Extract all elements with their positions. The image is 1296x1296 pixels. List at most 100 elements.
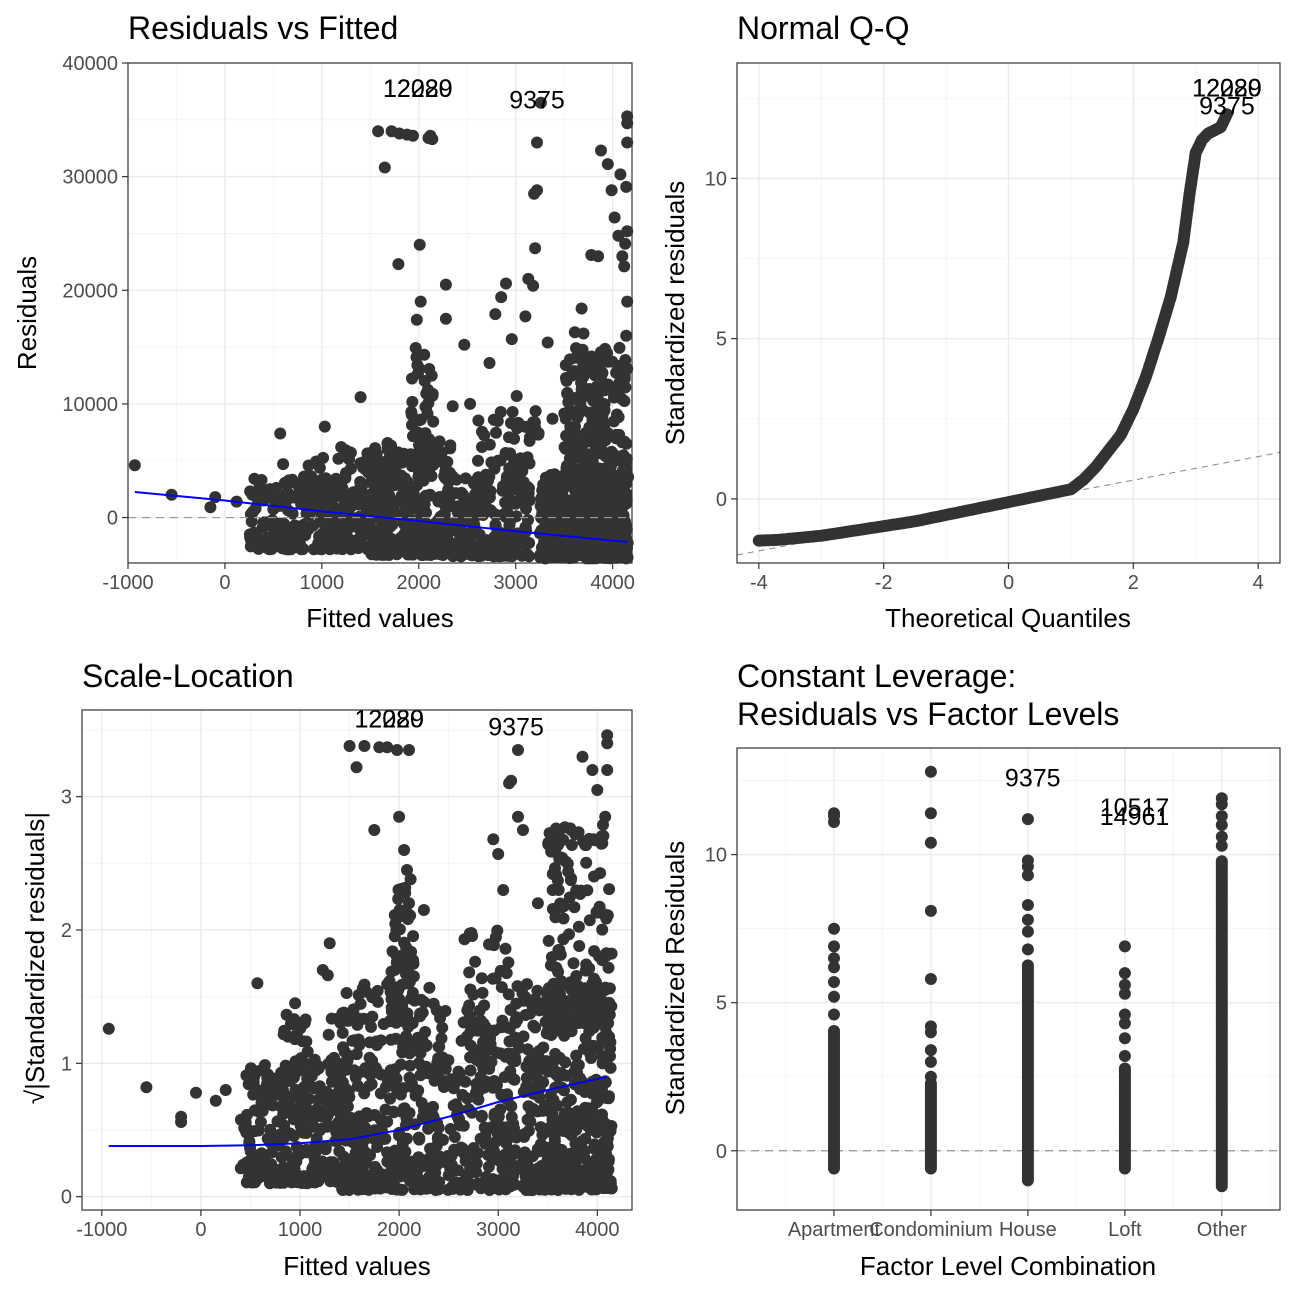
data-point (342, 515, 355, 528)
data-point (292, 1145, 305, 1158)
data-point (323, 937, 336, 950)
data-point (544, 1164, 556, 1177)
data-point (1215, 810, 1228, 823)
data-point (240, 1176, 253, 1189)
data-point (475, 1109, 488, 1122)
data-point (525, 1053, 538, 1066)
data-point (572, 920, 585, 933)
y-tick-label: 10000 (62, 394, 118, 416)
data-point (276, 542, 289, 555)
data-point (566, 366, 579, 379)
data-point (593, 496, 606, 509)
data-point (402, 526, 415, 539)
data-point (603, 503, 616, 515)
data-point (924, 1070, 937, 1083)
data-point (403, 744, 415, 756)
data-point (557, 912, 570, 925)
data-point (569, 996, 581, 1009)
data-point (620, 454, 633, 467)
data-point (315, 543, 328, 556)
data-point (301, 1045, 314, 1058)
data-point (576, 525, 589, 538)
x-tick-label: Other (1197, 1219, 1247, 1241)
data-point (400, 1033, 413, 1046)
data-point (332, 452, 345, 465)
data-point (442, 1054, 455, 1067)
data-point (416, 1180, 429, 1192)
data-point (385, 1005, 398, 1018)
data-point (306, 1162, 319, 1175)
data-point (398, 1015, 411, 1028)
loess-smooth-line (134, 491, 628, 543)
data-point (289, 1083, 302, 1096)
data-point (569, 1153, 582, 1166)
data-point (402, 1107, 415, 1119)
scale-location-title: Scale-Location (82, 658, 294, 694)
data-point (576, 343, 589, 356)
observation-label: 9375 (1199, 92, 1255, 120)
data-point (314, 514, 327, 527)
data-point (586, 764, 599, 776)
data-point (354, 997, 367, 1010)
data-point (394, 1170, 407, 1183)
data-point (341, 1125, 354, 1138)
data-point (562, 535, 574, 547)
data-point (561, 1096, 574, 1109)
data-point (175, 1116, 188, 1128)
panel-border (736, 747, 1281, 1211)
data-point (520, 1071, 533, 1084)
data-point (541, 1147, 554, 1160)
data-point (519, 1009, 532, 1021)
data-point (297, 524, 310, 537)
data-point (517, 824, 529, 836)
data-point (243, 528, 256, 541)
data-point (463, 999, 476, 1012)
constant-leverage-y-axis-title: Standardized Residuals (660, 841, 690, 1116)
data-point (571, 1105, 584, 1118)
data-point (613, 341, 626, 354)
data-point (511, 527, 524, 540)
data-point (503, 1022, 516, 1035)
data-point (1021, 854, 1034, 867)
data-point (475, 1177, 488, 1190)
data-point (503, 431, 515, 444)
y-tick-label: 5 (716, 993, 727, 1015)
normal-qq-x-axis-title: Theoretical Quantiles (885, 603, 1131, 633)
data-point (1118, 940, 1131, 953)
data-point (519, 539, 531, 552)
data-point (574, 1083, 586, 1095)
data-point (452, 546, 465, 558)
data-point (401, 913, 414, 926)
data-point (413, 238, 426, 251)
data-point (621, 117, 634, 130)
data-point (570, 1049, 583, 1062)
data-point (366, 495, 378, 508)
data-point (575, 302, 588, 315)
data-point (579, 964, 592, 977)
x-tick-label: -1000 (102, 572, 153, 594)
data-point (441, 1150, 454, 1162)
data-point (606, 355, 619, 368)
residuals-vs-fitted-x-axis-title: Fitted values (306, 603, 453, 633)
data-point (541, 336, 554, 349)
data-point (828, 952, 840, 965)
data-point (480, 1036, 493, 1049)
data-point (401, 864, 413, 876)
data-point (289, 541, 302, 554)
data-point (251, 977, 264, 990)
data-point (478, 999, 491, 1012)
data-point (333, 1145, 346, 1158)
panel-border (127, 62, 633, 564)
x-tick-label: -1000 (76, 1219, 127, 1241)
data-point (261, 1132, 274, 1145)
data-point (534, 1138, 547, 1151)
data-point (368, 824, 381, 836)
data-point (275, 1089, 288, 1102)
data-point (404, 873, 417, 886)
data-point (423, 433, 436, 446)
observation-label: 9375 (488, 713, 544, 741)
data-point (432, 1062, 445, 1075)
data-point (564, 443, 576, 456)
data-point (432, 539, 445, 551)
data-point (828, 1025, 840, 1037)
